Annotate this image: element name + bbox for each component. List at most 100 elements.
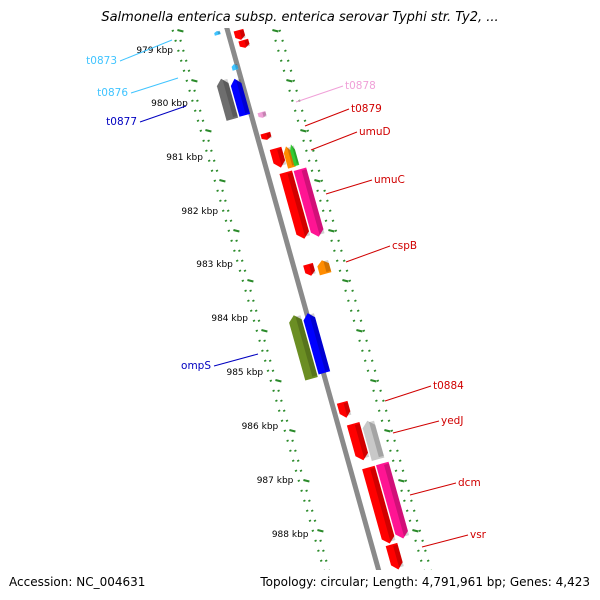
gene-labels: t0873 t0876 t0877 t0878 t0879 umuD umuC cspB omp… [86, 39, 487, 548]
tick [308, 519, 312, 523]
tick [274, 39, 277, 43]
tick [362, 329, 366, 333]
gene-feature [346, 421, 370, 461]
tick [199, 129, 203, 133]
label-leader-line [139, 105, 187, 123]
tick [334, 590, 335, 592]
tick [345, 269, 349, 273]
tick [363, 359, 367, 363]
tick [291, 459, 295, 463]
gene-feature [231, 63, 239, 71]
tick [291, 439, 294, 443]
tick [177, 49, 180, 53]
tick [410, 499, 413, 503]
tick [373, 369, 377, 373]
tick [278, 29, 282, 33]
tick [386, 439, 389, 443]
tick [393, 439, 396, 443]
gene-feature [230, 78, 251, 117]
tick [396, 449, 399, 453]
tick [344, 289, 347, 293]
gene-label-dcm: dcm [458, 477, 481, 489]
tick [351, 289, 354, 293]
tick [229, 219, 233, 223]
tick [272, 29, 279, 33]
tick [324, 219, 328, 223]
tick [261, 329, 268, 333]
label-leader-line [409, 482, 457, 496]
tick [238, 269, 242, 273]
tick [224, 219, 228, 223]
tick [177, 29, 184, 33]
tick [184, 59, 188, 63]
tick [296, 459, 300, 463]
gene-feature [289, 315, 318, 381]
tick [275, 379, 282, 383]
tick [254, 309, 258, 313]
tick [361, 349, 364, 353]
tick [436, 590, 437, 592]
gene-label-cspb: cspB [392, 240, 417, 252]
tick [221, 189, 224, 193]
tick [359, 319, 363, 323]
tick [370, 379, 377, 383]
tick [303, 119, 307, 123]
tick [303, 479, 310, 483]
kbp-label: 982 kbp [181, 207, 218, 217]
tick [429, 590, 430, 592]
tick [400, 489, 403, 493]
tick [312, 149, 315, 153]
tick [352, 319, 356, 323]
tick [405, 509, 409, 513]
tick [403, 499, 406, 503]
tick [266, 349, 269, 353]
tick [286, 59, 290, 63]
tick [292, 79, 296, 83]
kbp-labels: 979 kbp 980 kbp 981 kbp 982 kbp 983 kbp 984 k… [136, 46, 308, 540]
label-leader-line [384, 385, 432, 402]
tick [268, 359, 272, 363]
tick [235, 239, 238, 243]
tick [271, 369, 275, 373]
tick [365, 339, 368, 343]
tick [319, 199, 322, 203]
label-leader-line [325, 179, 373, 195]
tick [302, 139, 305, 143]
tick [182, 49, 185, 53]
label-leader-line [130, 77, 179, 94]
tick [188, 89, 191, 93]
tick [219, 179, 226, 183]
tick [261, 349, 264, 353]
kbp-label: 985 kbp [226, 368, 263, 378]
tick [205, 149, 208, 153]
tick [316, 189, 319, 193]
tick [335, 259, 339, 263]
tick [291, 99, 294, 103]
gene-feature [216, 78, 239, 121]
tick [288, 89, 291, 93]
tick [249, 309, 253, 313]
tick [377, 409, 381, 413]
tick [314, 179, 321, 183]
tick [326, 199, 329, 203]
gene-feature [260, 131, 272, 140]
tick [299, 469, 303, 473]
tick [331, 219, 335, 223]
tick [342, 259, 346, 263]
tick [289, 429, 296, 433]
tick [258, 339, 261, 343]
tick [277, 409, 281, 413]
tick [241, 279, 245, 283]
label-leader-line [295, 85, 344, 103]
tick [187, 69, 191, 73]
tick [263, 339, 266, 343]
tick [330, 239, 333, 243]
kbp-label: 986 kbp [242, 422, 279, 432]
gene-feature [303, 262, 316, 276]
kbp-label: 987 kbp [257, 476, 294, 486]
tick [247, 299, 250, 303]
tick [421, 539, 424, 543]
tick [257, 319, 261, 323]
label-leader-line [392, 420, 440, 434]
gene-label-t0877: t0877 [106, 116, 137, 128]
